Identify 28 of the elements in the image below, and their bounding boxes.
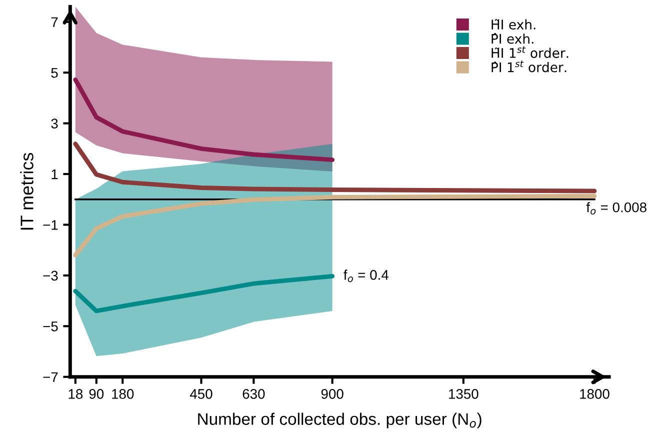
x-tick-label: 1350 bbox=[449, 389, 478, 399]
x-axis-title: Number of collected obs. per user (N$_{o}$) bbox=[198, 412, 482, 428]
y-tick-label: −5 bbox=[43, 322, 58, 332]
y-tick-label: −1 bbox=[43, 220, 58, 230]
line-series bbox=[73, 77, 335, 162]
legend-label: H̃I exh. bbox=[492, 19, 536, 30]
y-tick-label: −3 bbox=[43, 270, 58, 281]
x-tick-label: 900 bbox=[321, 389, 344, 399]
x-tick-label: 18 bbox=[68, 389, 83, 399]
legend-label: P̂I exh. bbox=[492, 33, 534, 44]
line-series bbox=[73, 194, 597, 258]
legend-label: H̃I 1$^{st}$ order. bbox=[492, 46, 568, 58]
legend-label: P̂I 1$^{st}$ order. bbox=[492, 60, 566, 72]
x-tick-label: 1800 bbox=[580, 389, 610, 399]
x-tick-label: 630 bbox=[242, 389, 265, 399]
annotation: f$_{o}$ = 0.4 bbox=[344, 270, 388, 282]
x-tick-label: 180 bbox=[112, 389, 134, 399]
y-axis-title: IT metrics bbox=[20, 152, 34, 230]
line-series bbox=[73, 142, 597, 194]
x-tick-label: 450 bbox=[190, 389, 212, 399]
y-tick-label: 5 bbox=[51, 68, 58, 78]
y-tick-label: 7 bbox=[51, 17, 58, 27]
annotation: f$_{o}$ = 0.008 bbox=[586, 202, 646, 215]
y-tick-label: 1 bbox=[52, 170, 58, 180]
line-series bbox=[73, 274, 335, 314]
y-tick-label: 3 bbox=[51, 118, 58, 128]
y-tick-label: −7 bbox=[43, 372, 58, 382]
x-tick-label: 90 bbox=[89, 389, 104, 399]
